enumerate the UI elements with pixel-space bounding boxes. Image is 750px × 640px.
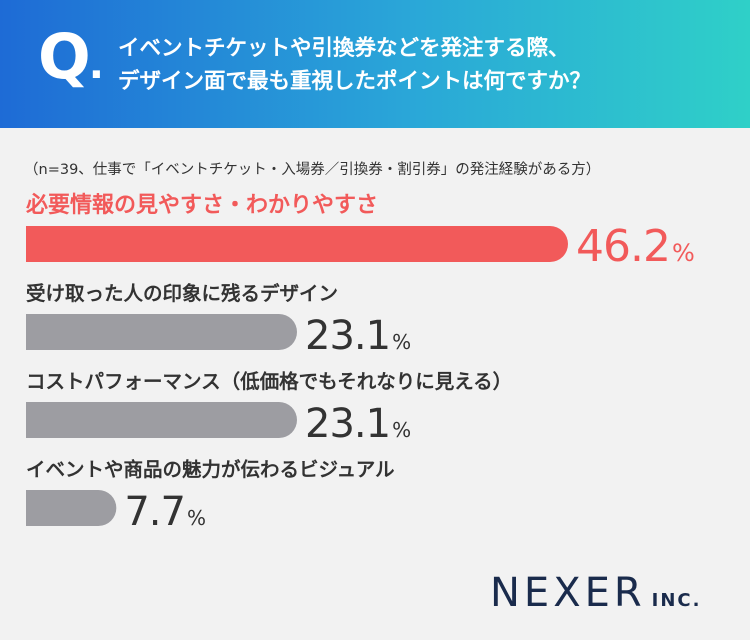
bar-1	[26, 314, 297, 350]
bar-left-cap-0	[26, 226, 62, 262]
logo-sub: INC.	[651, 590, 702, 611]
category-label-3: イベントや商品の魅力が伝わるビジュアル	[26, 458, 395, 481]
q-dot: .	[88, 42, 104, 88]
bar-left-cap-1	[26, 314, 62, 350]
header-banner: Q. イベントチケットや引換券などを発注する際、 デザイン面で最も重視したポイン…	[0, 0, 750, 128]
category-label-2: コストパフォーマンス（低価格でもそれなりに見える）	[26, 370, 512, 393]
question-line-1: イベントチケットや引換券などを発注する際、	[118, 36, 570, 61]
value-label-1: 23.1%	[305, 313, 410, 359]
bar-left-cap-2	[26, 402, 62, 438]
category-label-0: 必要情報の見やすさ・わかりやすさ	[26, 192, 378, 218]
value-label-0: 46.2%	[576, 221, 694, 272]
bar-2	[26, 402, 297, 438]
logo-main: NEXER	[490, 570, 646, 616]
question-line-2: デザイン面で最も重視したポイントは何ですか？	[118, 69, 592, 94]
value-label-3: 7.7%	[124, 489, 205, 535]
value-label-2: 23.1%	[305, 401, 410, 447]
category-label-1: 受け取った人の印象に残るデザイン	[26, 282, 338, 305]
value-unit-1: %	[392, 330, 410, 354]
bar-0	[26, 226, 568, 262]
q-letter: Q	[38, 20, 91, 93]
bar-left-cap-3	[26, 490, 62, 526]
value-unit-0: %	[672, 239, 694, 267]
value-unit-2: %	[392, 418, 410, 442]
bar-chart: 必要情報の見やすさ・わかりやすさ 46.2% 受け取った人の印象に残るデザイン 23.…	[26, 192, 695, 535]
company-logo: NEXER INC.	[490, 570, 701, 616]
question-mark-label: Q.	[38, 26, 104, 96]
question-text: イベントチケットや引換券などを発注する際、 デザイン面で最も重視したポイントは何…	[118, 32, 738, 98]
value-unit-3: %	[187, 506, 205, 530]
sample-note: （n=39、仕事で「イベントチケット・入場券／引換券・割引券」の発注経験がある方…	[24, 162, 601, 178]
